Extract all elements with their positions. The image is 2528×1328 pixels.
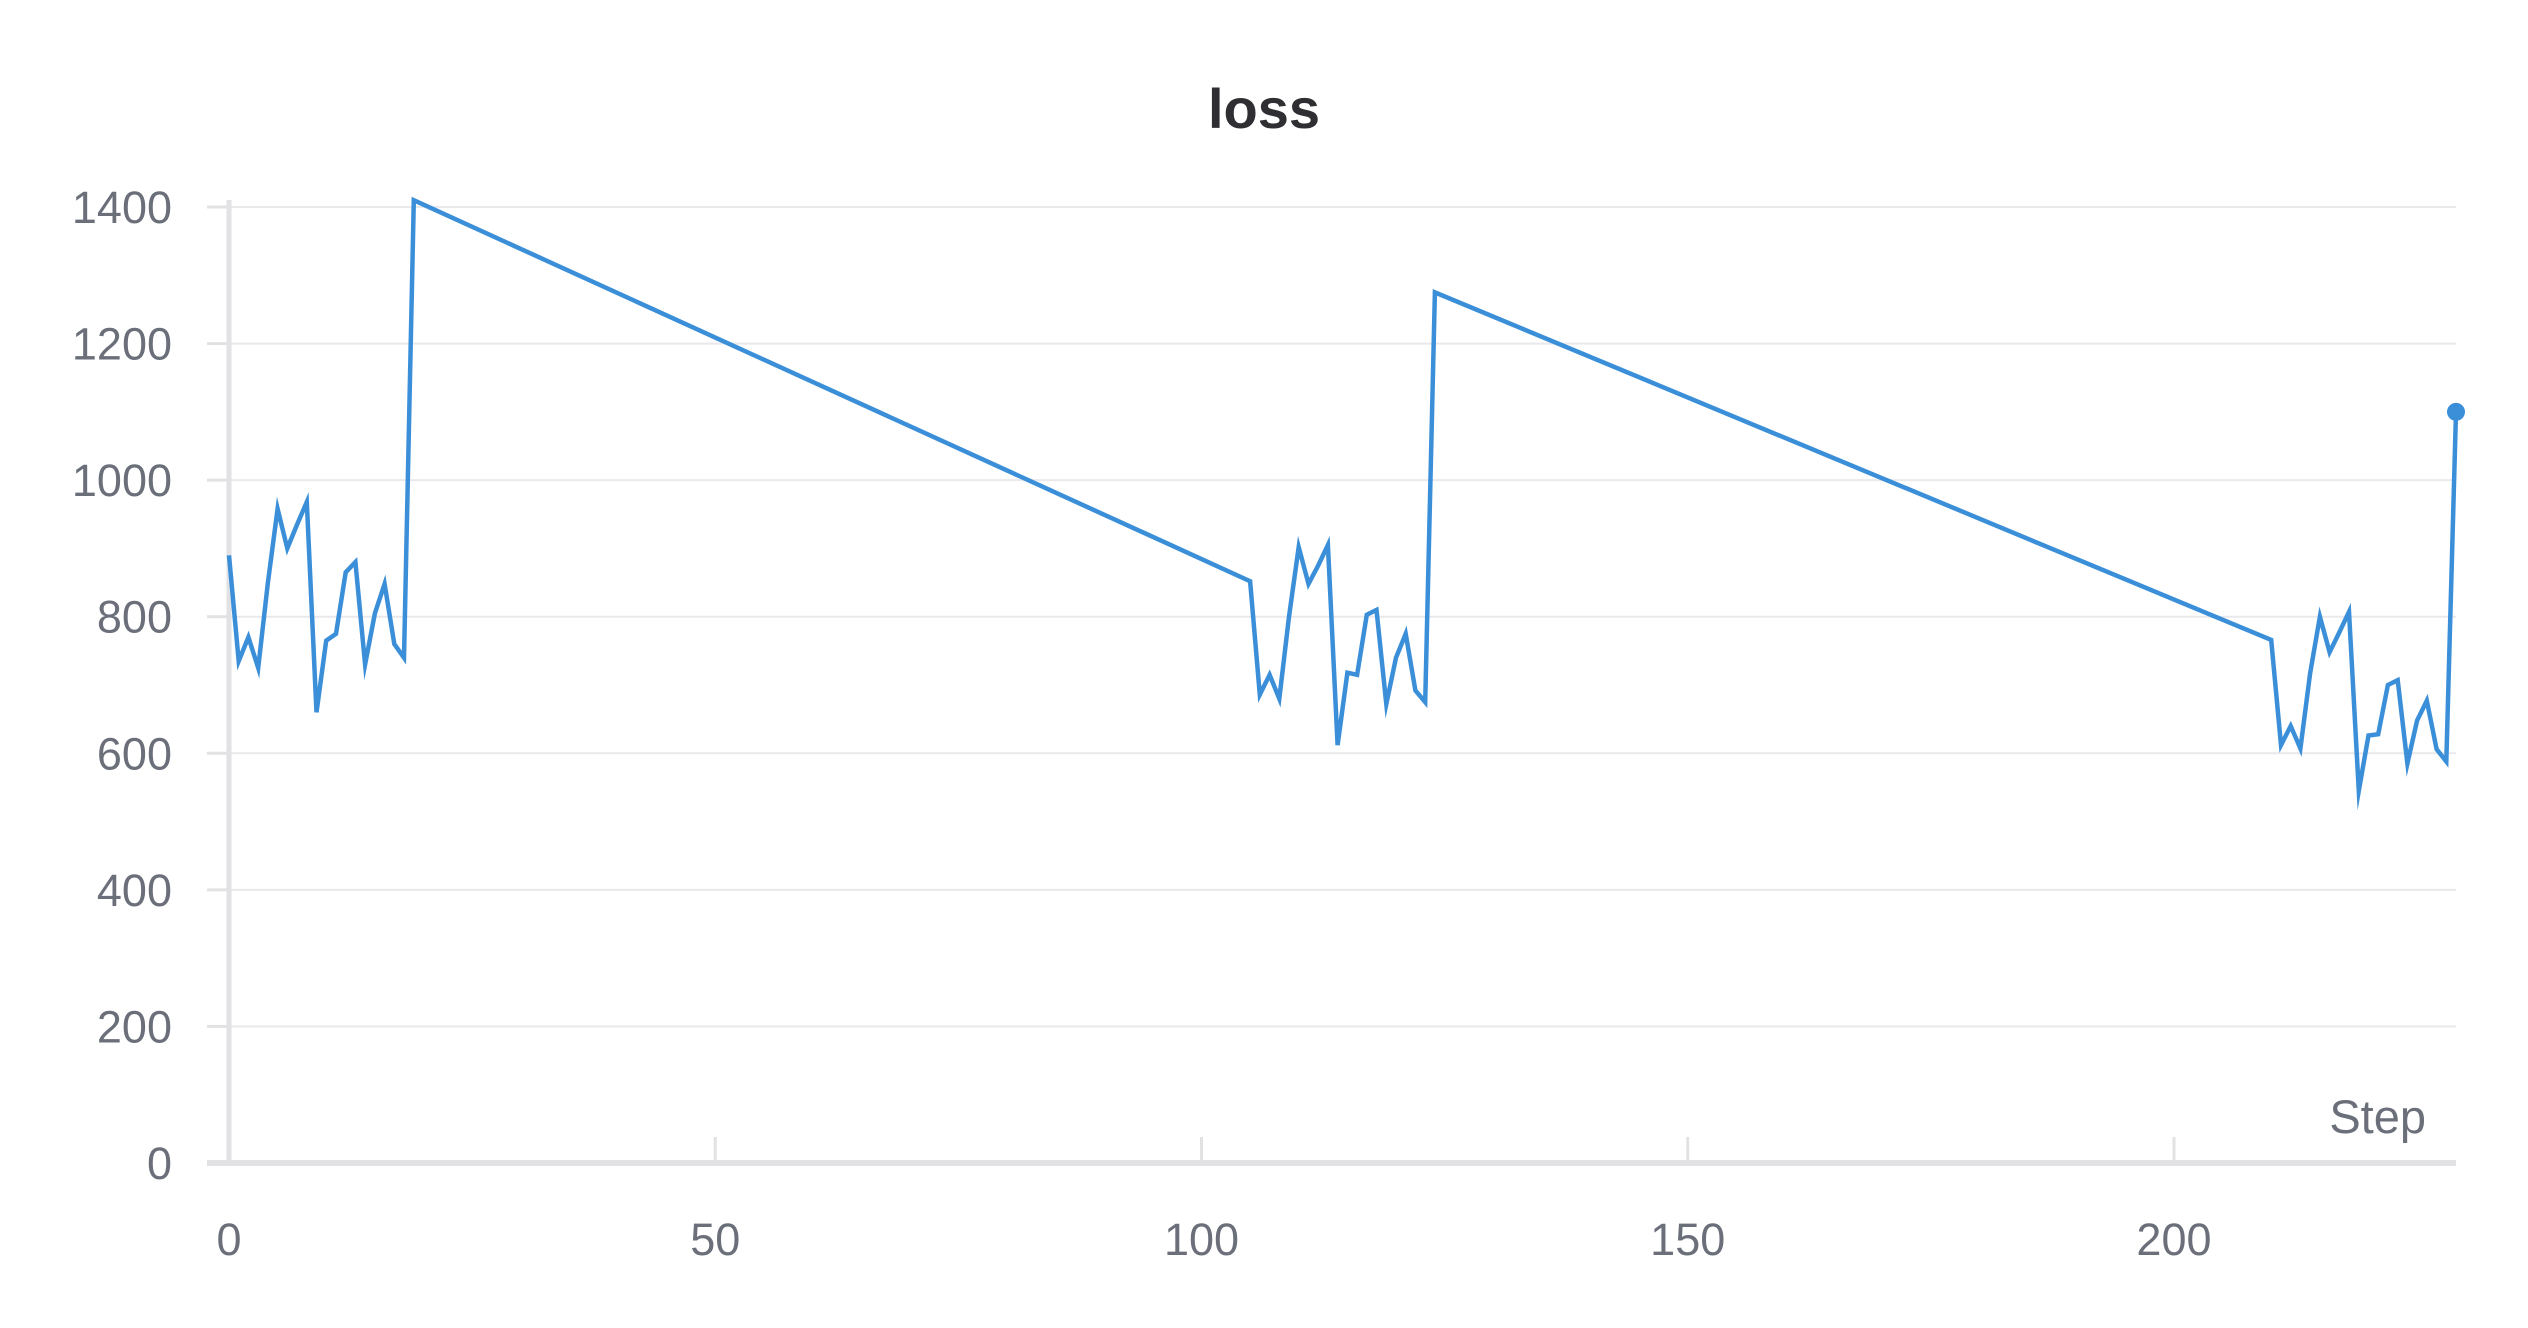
y-tick-label: 200	[97, 1001, 172, 1052]
x-tick-label: 150	[1650, 1214, 1725, 1265]
axes	[207, 200, 2456, 1166]
series-end-point	[2447, 402, 2465, 421]
chart-title: loss	[1208, 77, 1320, 140]
y-tick-label: 600	[97, 728, 172, 779]
y-tick-label: 800	[97, 592, 172, 643]
y-tick-label: 400	[97, 865, 172, 916]
x-tick-label: 100	[1164, 1214, 1239, 1265]
x-tick-label: 50	[690, 1214, 740, 1265]
series-layer	[226, 196, 2465, 811]
x-tick-label: 0	[216, 1214, 241, 1265]
y-tick-label: 0	[147, 1138, 172, 1189]
y-tick-label: 1400	[72, 182, 172, 233]
x-axis-ticks: 0 50 100 150 200	[216, 1137, 2212, 1265]
x-axis-label: Step	[2329, 1090, 2426, 1143]
loss-series-line	[226, 196, 2459, 811]
y-axis-ticks: 0 200 400 600 800 1000 1200 1400	[72, 182, 229, 1189]
y-tick-label: 1000	[72, 455, 172, 506]
x-tick-label: 200	[2136, 1214, 2211, 1265]
grid-lines	[229, 206, 2456, 1028]
y-tick-label: 1200	[72, 319, 172, 370]
